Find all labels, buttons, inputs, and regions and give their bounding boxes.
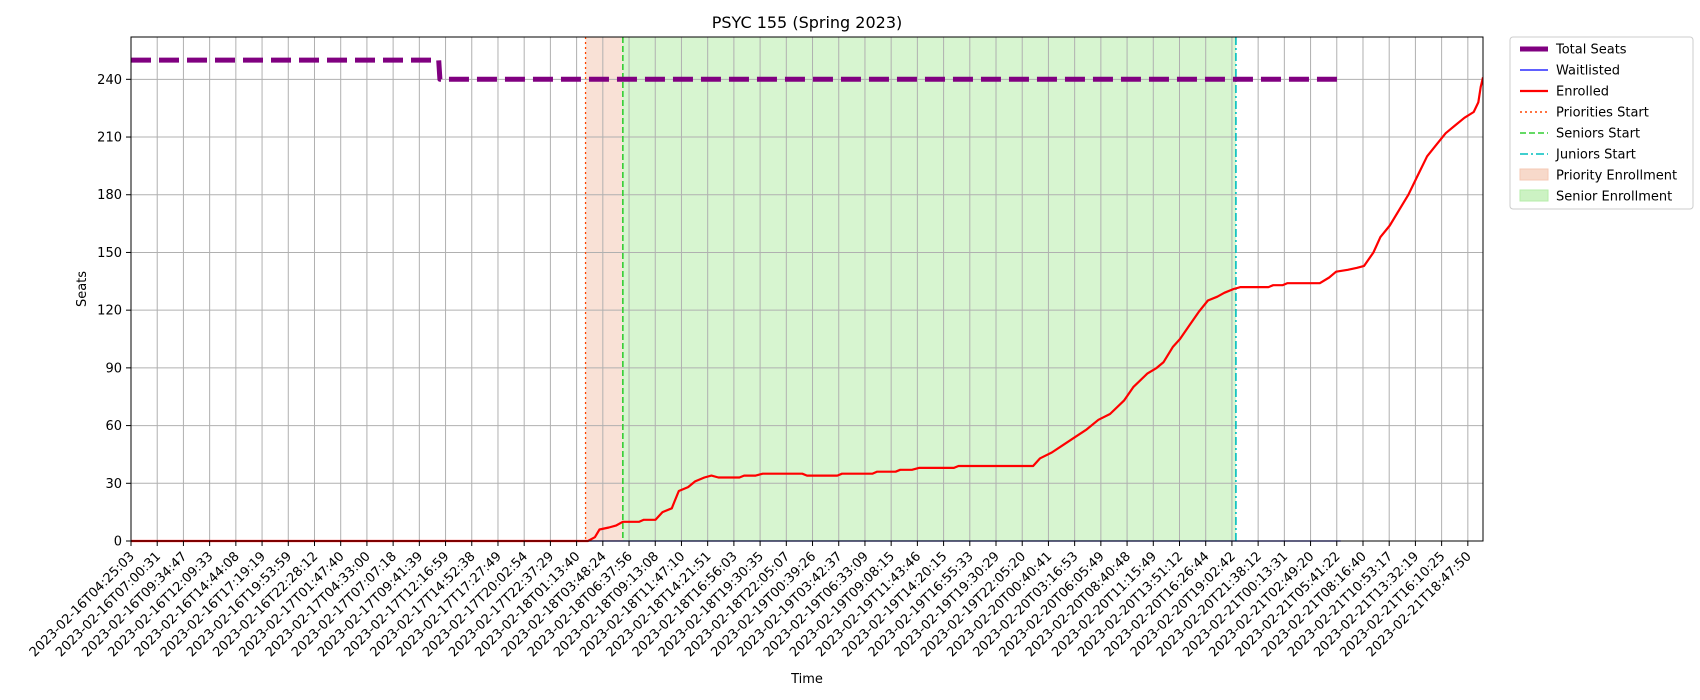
legend-label-enrolled: Enrolled: [1556, 85, 1609, 100]
region-priority-enrollment: [585, 37, 623, 541]
y-tick-label: 240: [97, 73, 122, 88]
y-tick-label: 150: [97, 246, 122, 261]
legend-label-juniors-start: Juniors Start: [1555, 148, 1636, 163]
plot-frame: [130, 36, 1484, 542]
y-tick-label: 120: [97, 304, 122, 319]
legend-swatch-priority-enrollment: [1519, 168, 1549, 181]
legend-box: [1509, 36, 1694, 210]
chart-title: PSYC 155 (Spring 2023): [712, 13, 903, 32]
x-axis-title: Time: [790, 672, 823, 687]
y-tick-label: 210: [97, 131, 122, 146]
x-axis-ticks: 2023-02-16T04:25:032023-02-16T07:00:3120…: [27, 541, 1475, 660]
legend-label-seniors-start: Seniors Start: [1556, 127, 1640, 142]
legend-swatch-senior-enrollment: [1519, 189, 1549, 202]
legend: Total Seats Waitlisted Enrolled Priorities …: [1509, 36, 1694, 210]
series-enrolled: [131, 77, 1483, 543]
series-total-seats: [131, 57, 1341, 82]
y-axis-title: Seats: [75, 271, 90, 307]
legend-label-priorities-start: Priorities Start: [1556, 106, 1649, 121]
legend-label-senior-enrollment: Senior Enrollment: [1556, 190, 1672, 205]
legend-label-waitlisted: Waitlisted: [1556, 64, 1620, 79]
legend-label-priority-enrollment: Priority Enrollment: [1556, 169, 1677, 184]
y-tick-label: 60: [105, 419, 122, 434]
region-senior-enrollment: [622, 37, 1236, 541]
shaded-regions: [585, 37, 1236, 541]
y-tick-label: 0: [114, 535, 122, 550]
y-tick-label: 180: [97, 188, 122, 203]
grid: [130, 37, 1483, 542]
y-axis-ticks: 0 30 60 90 120 150 180 210 240: [97, 73, 131, 550]
y-tick-label: 30: [105, 477, 122, 492]
legend-label-total-seats: Total Seats: [1555, 43, 1627, 58]
y-tick-label: 90: [105, 361, 122, 376]
